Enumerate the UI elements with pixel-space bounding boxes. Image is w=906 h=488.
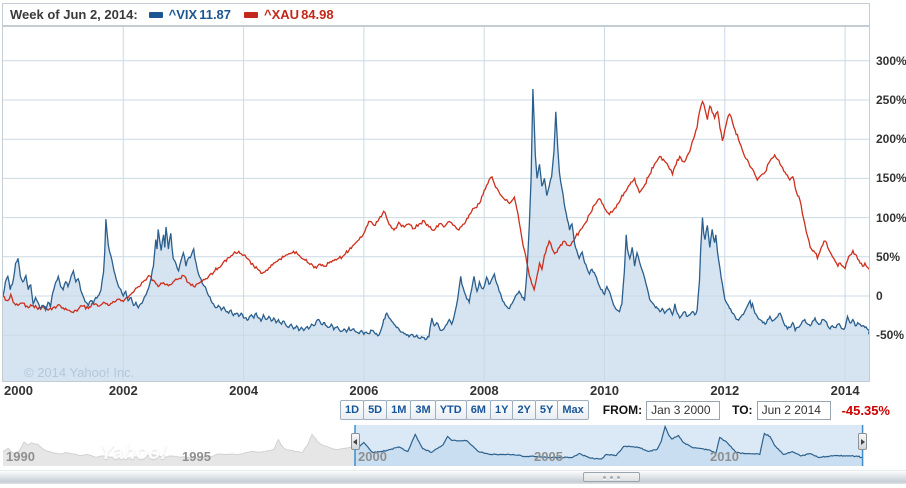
mini-year-label: 1990 bbox=[6, 449, 35, 464]
range-button-group: 1D 5D 1M 3M YTD 6M 1Y 2Y 5Y Max bbox=[340, 400, 589, 420]
mini-year-label: 2005 bbox=[534, 449, 563, 464]
range-button-max[interactable]: Max bbox=[557, 400, 589, 420]
range-button-1m[interactable]: 1M bbox=[386, 400, 412, 420]
xau-legend-symbol: ^XAU bbox=[264, 7, 300, 22]
range-handle-left[interactable] bbox=[350, 433, 360, 450]
chart-scrollbar-track[interactable] bbox=[0, 470, 906, 484]
range-selector[interactable]: Yahoo! 1990 1995 2000 2005 2010 bbox=[0, 424, 906, 467]
mini-year-label: 2010 bbox=[710, 449, 739, 464]
y-axis-label: 100% bbox=[876, 210, 906, 225]
y-axis-label: 150% bbox=[876, 171, 906, 186]
x-axis-label: 2000 bbox=[4, 383, 33, 398]
to-label: TO: bbox=[732, 403, 753, 417]
chart-header: Week of Jun 2, 2014: ^VIX 11.87 ^XAU 84.… bbox=[2, 3, 870, 26]
range-button-2y[interactable]: 2Y bbox=[512, 400, 536, 420]
handle-left-arrow-icon bbox=[353, 438, 357, 445]
week-label: Week of Jun 2, 2014: bbox=[10, 7, 138, 22]
range-button-ytd[interactable]: YTD bbox=[434, 400, 467, 420]
vix-legend-value: 11.87 bbox=[199, 7, 232, 22]
range-button-3m[interactable]: 3M bbox=[410, 400, 436, 420]
y-axis-label: 0 bbox=[876, 289, 883, 303]
range-change-value: -45.35% bbox=[841, 402, 890, 418]
xau-legend-value: 84.98 bbox=[301, 7, 334, 22]
mini-year-label: 2000 bbox=[358, 449, 387, 464]
range-button-1d[interactable]: 1D bbox=[340, 400, 365, 420]
x-axis-label: 2002 bbox=[108, 383, 138, 398]
from-label: FROM: bbox=[602, 403, 643, 417]
vix-legend-symbol: ^VIX bbox=[168, 7, 198, 22]
x-axis-label: 2010 bbox=[590, 383, 619, 398]
y-axis-label: 250% bbox=[876, 93, 906, 107]
x-axis-label: 2008 bbox=[469, 383, 499, 398]
x-axis-label: 2014 bbox=[830, 383, 860, 398]
xau-legend-swatch bbox=[244, 11, 259, 18]
vix-legend-swatch bbox=[148, 11, 163, 18]
y-axis-label: 200% bbox=[876, 132, 906, 147]
mini-year-label: 1995 bbox=[182, 449, 211, 464]
grip-dot bbox=[617, 475, 620, 479]
handle-right-arrow-icon bbox=[860, 438, 865, 445]
y-axis-label: 50% bbox=[876, 249, 901, 264]
y-axis-label: 300% bbox=[876, 53, 906, 68]
x-axis-label: 2004 bbox=[229, 383, 259, 398]
range-button-1y[interactable]: 1Y bbox=[489, 400, 514, 420]
chart-scrollbar-thumb[interactable] bbox=[583, 472, 640, 482]
range-button-5d[interactable]: 5D bbox=[363, 400, 388, 420]
yahoo-watermark: Yahoo! bbox=[100, 442, 168, 464]
range-button-5y[interactable]: 5Y bbox=[534, 400, 559, 420]
from-date-input[interactable] bbox=[646, 400, 721, 420]
grip-dot bbox=[610, 475, 613, 479]
range-selector-plot[interactable] bbox=[0, 424, 906, 467]
range-button-6m[interactable]: 6M bbox=[465, 400, 491, 420]
main-chart-plot[interactable] bbox=[2, 26, 870, 382]
grip-dot bbox=[603, 475, 606, 479]
copyright-watermark: © 2014 Yahoo! Inc. bbox=[24, 365, 135, 380]
to-date-input[interactable] bbox=[756, 400, 831, 420]
x-axis-label: 2006 bbox=[349, 383, 379, 398]
y-axis-label: -50% bbox=[876, 328, 905, 343]
range-handle-right[interactable] bbox=[858, 433, 868, 450]
x-axis-label: 2012 bbox=[710, 383, 740, 398]
